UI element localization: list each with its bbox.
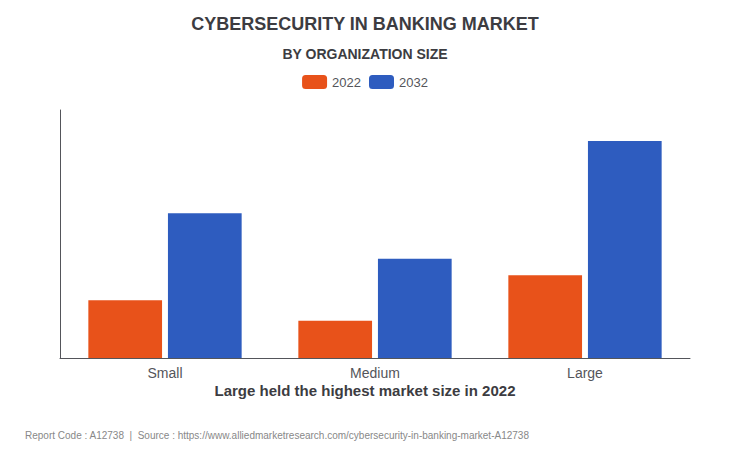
svg-text:Large held the highest market: Large held the highest market size in 20…	[215, 382, 516, 399]
svg-text:2032: 2032	[399, 75, 428, 90]
svg-text:Medium: Medium	[350, 365, 400, 381]
svg-text:CYBERSECURITY IN BANKING MARKE: CYBERSECURITY IN BANKING MARKET	[191, 14, 539, 34]
svg-text:Small: Small	[147, 365, 182, 381]
svg-text:BY ORGANIZATION SIZE: BY ORGANIZATION SIZE	[282, 46, 447, 62]
svg-text:Large: Large	[567, 365, 603, 381]
svg-text:Report Code : A12738 | Sourc: Report Code : A12738 | Source : https://…	[25, 430, 529, 441]
svg-text:2022: 2022	[332, 75, 361, 90]
